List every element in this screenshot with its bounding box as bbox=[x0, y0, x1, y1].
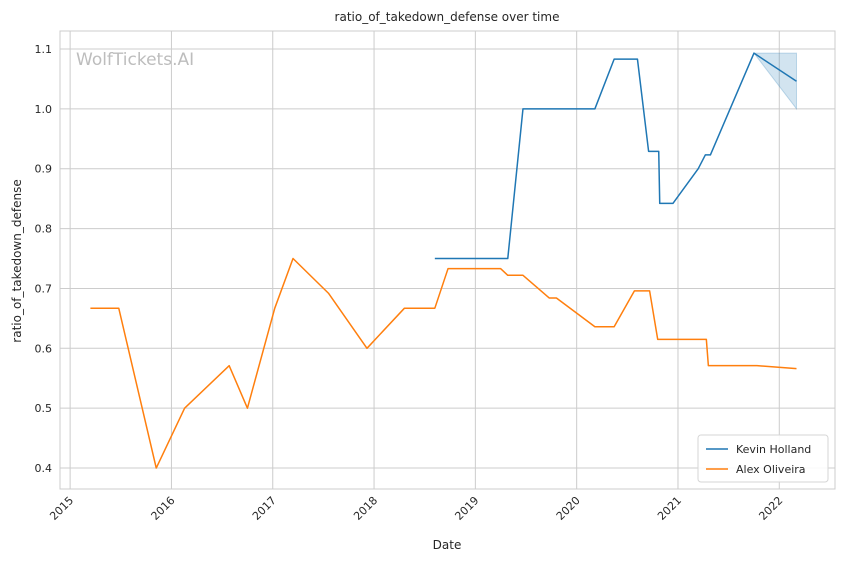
y-tick-label: 0.8 bbox=[35, 223, 53, 236]
y-tick-label: 0.4 bbox=[35, 462, 53, 475]
series-lines bbox=[90, 52, 797, 469]
legend-label: Alex Oliveira bbox=[736, 463, 806, 476]
y-tick-label: 0.9 bbox=[35, 163, 53, 176]
legend: Kevin Holland Alex Oliveira bbox=[697, 434, 829, 483]
legend-label: Kevin Holland bbox=[736, 443, 811, 456]
y-tick-label: 0.5 bbox=[35, 402, 53, 415]
y-axis-label: ratio_of_takedown_defense bbox=[10, 179, 24, 342]
plot-area bbox=[60, 31, 835, 489]
y-tick-label: 0.6 bbox=[35, 342, 53, 355]
y-axis-ticks: 0.4 0.5 0.6 0.7 0.8 0.9 1.0 1.1 bbox=[35, 43, 53, 475]
x-axis-label: Date bbox=[433, 538, 462, 552]
series-line-alex-oliveira bbox=[90, 257, 797, 469]
grid bbox=[60, 31, 835, 489]
chart-title: ratio_of_takedown_defense over time bbox=[335, 10, 560, 24]
watermark: WolfTickets.AI bbox=[76, 50, 194, 70]
y-tick-label: 0.7 bbox=[35, 282, 53, 295]
series-line-kevin-holland bbox=[434, 52, 797, 260]
y-tick-label: 1.0 bbox=[35, 103, 53, 116]
legend-box bbox=[697, 434, 829, 483]
y-tick-label: 1.1 bbox=[35, 43, 53, 56]
plot-frame bbox=[59, 30, 836, 490]
